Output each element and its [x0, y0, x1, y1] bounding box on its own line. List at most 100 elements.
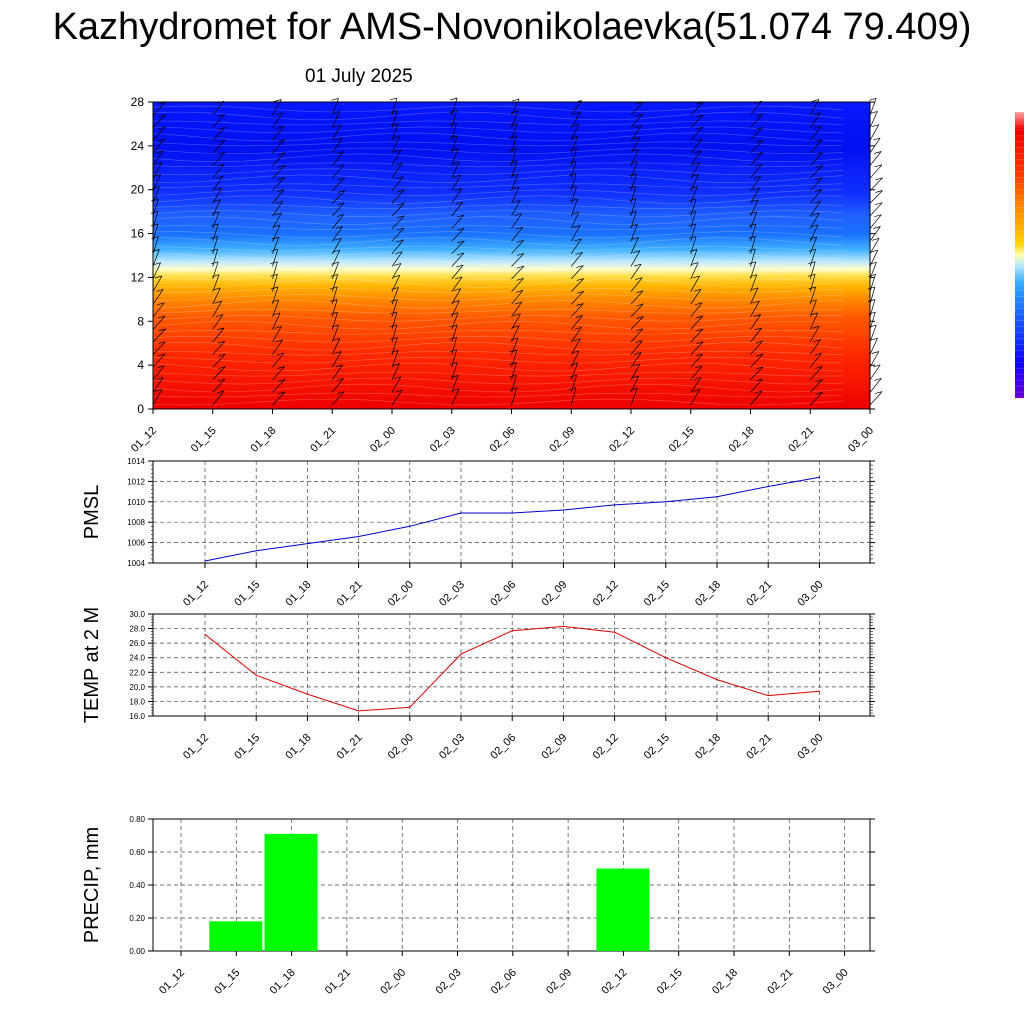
wind-barb-feather [571, 350, 579, 354]
wind-barb-feather [335, 226, 343, 229]
wind-barb-feather [452, 300, 460, 303]
wind-barb [391, 227, 405, 242]
wind-barb-feather [274, 212, 282, 216]
wind-barb-feather [755, 340, 763, 344]
x-tick-label: 01_21 [323, 967, 353, 997]
wind-barb [750, 152, 763, 166]
contour-line [152, 252, 843, 259]
wind-barb [451, 214, 465, 229]
x-tick-label: 02_15 [655, 967, 685, 997]
wind-barb-feather [455, 201, 464, 205]
x-tick-label: 02_21 [744, 579, 774, 609]
wind-barb [331, 378, 344, 393]
wind-barb [570, 265, 584, 280]
temp-data-point [665, 657, 667, 659]
wind-barb-feather [636, 290, 644, 294]
wind-barb [809, 177, 823, 192]
wind-barb [152, 198, 159, 217]
wind-barb [331, 262, 339, 280]
wind-barb [511, 387, 518, 406]
wind-barb-feather [515, 226, 523, 230]
wind-barb-feather [277, 139, 285, 142]
wind-barb-feather [631, 237, 639, 240]
wind-barb-feather [390, 110, 398, 113]
wind-barb [331, 324, 339, 343]
wind-barb [690, 389, 701, 406]
wind-barb [212, 187, 223, 204]
wind-barb [212, 175, 224, 192]
wind-barb-feather [275, 112, 283, 116]
wind-barb [630, 198, 637, 217]
wind-barb [451, 110, 458, 128]
wind-barb-feather [813, 339, 821, 343]
x-tick-label: 01_18 [268, 967, 298, 997]
wind-barb [331, 177, 345, 192]
wind-barb-feather [689, 249, 698, 252]
wind-barb-feather [689, 236, 697, 239]
contour-line [152, 120, 844, 126]
x-tick-label: 02_18 [727, 425, 757, 455]
temp-axis-label: TEMP at 2 M [81, 607, 103, 723]
wind-barb-feather [755, 151, 763, 155]
wind-barb-feather [692, 162, 700, 166]
wind-barb [272, 139, 285, 154]
wind-barb [272, 212, 282, 229]
wind-barb [511, 123, 518, 141]
wind-barb [331, 364, 343, 380]
wind-barb [570, 173, 577, 191]
precip-panel: 0.00 0.20 0.40 0.60 0.80 01_12 01_15 01_18 01_21… [81, 815, 875, 997]
wind-barb [750, 274, 758, 292]
wind-barb-feather [755, 366, 764, 370]
wind-barb-feather [396, 176, 404, 180]
wind-barb-feather [514, 301, 522, 305]
wind-barb-feather [153, 262, 161, 266]
wind-barb [451, 375, 459, 393]
wind-barb [272, 249, 279, 267]
wind-barb-feather [213, 199, 221, 203]
wind-barb-feather [573, 338, 581, 342]
temp-data-point [614, 631, 616, 633]
pmsl-data-point [306, 543, 308, 545]
wind-barb-feather [157, 302, 165, 306]
wind-barb-feather [395, 389, 403, 393]
wind-barb-feather [755, 378, 763, 382]
wind-barb [630, 364, 641, 380]
contour-line [152, 126, 844, 134]
wind-barb [391, 123, 399, 141]
wind-barb [212, 287, 221, 305]
wind-barb-feather [450, 148, 459, 152]
wind-barb-feather [513, 199, 521, 203]
wind-barb-feather [456, 252, 464, 256]
y-tick-label: 18.0 [129, 697, 145, 706]
temp-data-point [306, 693, 308, 695]
wind-barb-feather [334, 237, 342, 241]
wind-barb-feather [694, 150, 702, 154]
wind-barb-feather [514, 213, 522, 217]
wind-barb [152, 138, 165, 154]
wind-barb-feather [570, 135, 578, 139]
wind-barb-feather [635, 113, 643, 117]
wind-barb [809, 339, 821, 355]
wind-barb-feather [218, 353, 226, 357]
wind-barb-feather [512, 98, 520, 102]
wind-barb-feather [217, 378, 225, 382]
wind-barb-feather [157, 365, 165, 369]
wind-barb [869, 351, 880, 368]
wind-barb-feather [154, 162, 163, 165]
wind-barb-feather [218, 139, 226, 143]
x-tick-label: 01_15 [212, 967, 242, 997]
wind-barb [809, 126, 822, 141]
wind-barb [869, 338, 878, 355]
wind-barb-feather [211, 261, 219, 265]
wind-barb-feather [397, 202, 405, 206]
wind-barb [809, 165, 824, 179]
wind-barb-feather [814, 125, 822, 129]
wind-barb-feather [509, 122, 518, 126]
wind-barb-feather [636, 303, 644, 307]
temp-frame [152, 613, 871, 717]
wind-barb [391, 136, 400, 154]
wind-barb-feather [396, 239, 404, 243]
contour-line [152, 105, 844, 113]
wind-barb-feather [335, 364, 343, 368]
wind-barb [391, 299, 398, 317]
